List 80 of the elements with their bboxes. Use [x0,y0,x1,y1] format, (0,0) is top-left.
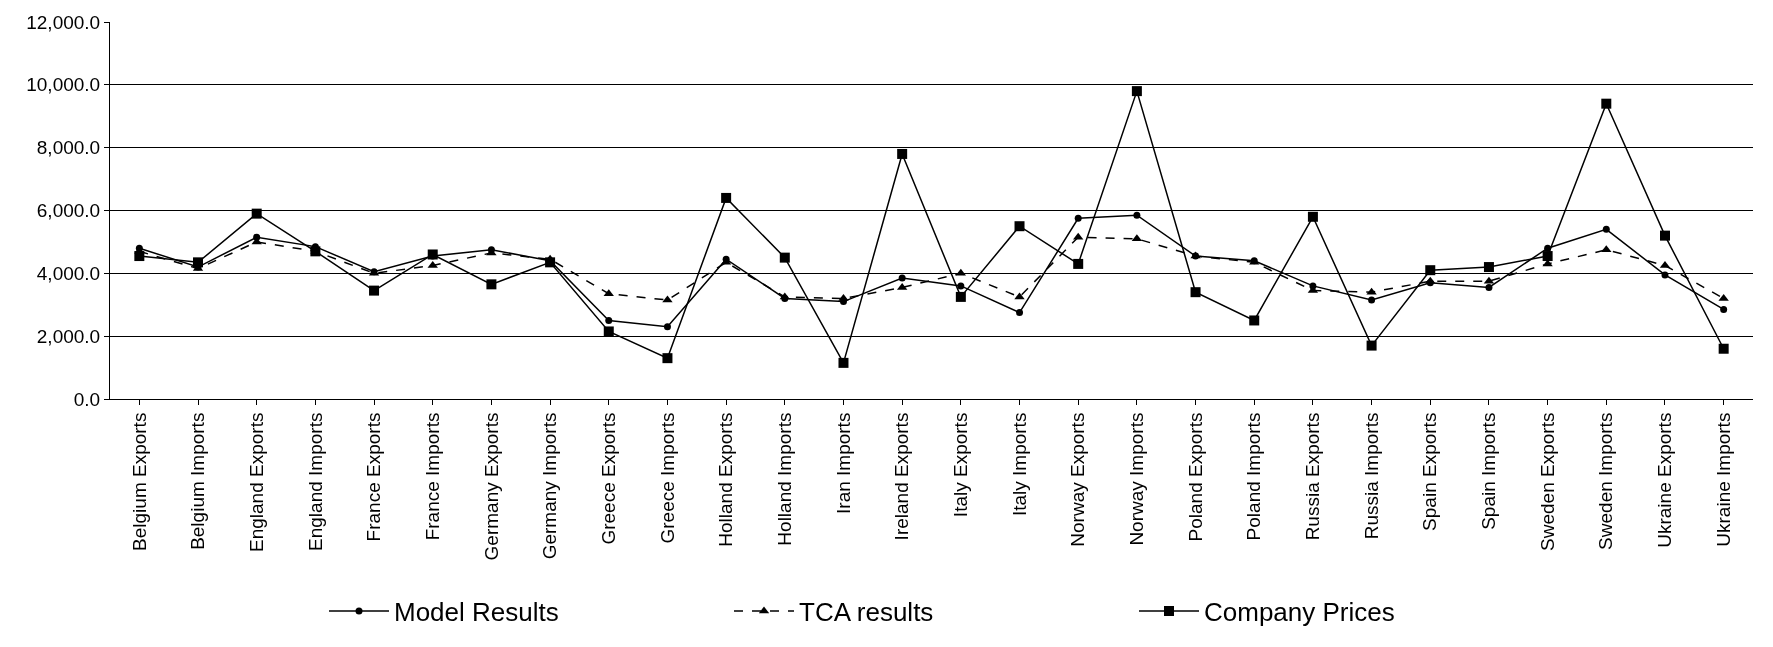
point [1016,309,1024,317]
x-tick-label: England Exports [245,412,267,553]
point [838,357,849,368]
y-tick-label: 6,000.0 [36,200,101,222]
x-tick-label: Spain Imports [1478,412,1500,530]
point [898,274,906,282]
x-tick-label: Ukraine Exports [1654,412,1676,548]
y-tick-label: 2,000.0 [36,325,101,347]
x-tick-label: Greece Exports [597,412,619,545]
x-tick-label: Germany Imports [539,412,561,560]
x-tick-label: Norway Imports [1126,412,1148,546]
point [1249,315,1260,326]
x-tick-label: Iran Imports [832,412,854,514]
point [1131,86,1142,97]
x-tick-label: Ireland Exports [891,412,913,541]
y-tick-label: 4,000.0 [36,262,101,284]
x-tick-label: Poland Imports [1243,412,1265,541]
point [721,192,732,203]
point [957,282,965,290]
point [1485,283,1493,291]
legend-label: Company Prices [1204,597,1395,628]
point [369,285,380,296]
point [1661,271,1669,279]
point [662,353,673,364]
point [1602,225,1610,233]
point [486,279,497,290]
legend-label: Model Results [394,597,559,628]
x-tick-label: Holland Imports [773,412,795,546]
point [134,251,145,262]
x-tick-label: Russia Exports [1302,412,1324,541]
point [1190,287,1201,298]
point [251,208,262,219]
x-tick-label: Sweden Exports [1536,412,1558,551]
point [1601,98,1612,109]
point [1074,214,1082,222]
x-tick-label: Germany Exports [480,412,502,561]
y-tick-label: 12,000.0 [26,11,101,33]
x-tick-label: Belgium Imports [187,412,209,550]
point [427,260,438,268]
point [1307,211,1318,222]
point [1718,343,1729,354]
point [1368,296,1376,304]
point [1720,305,1728,313]
point [1073,258,1084,269]
point [603,326,614,337]
point [193,257,204,268]
x-tick-label: Norway Exports [1067,412,1089,547]
x-tick-label: Ukraine Imports [1712,412,1734,547]
y-tick-label: 8,000.0 [36,137,101,159]
point [1014,221,1025,232]
x-tick-label: Spain Exports [1419,412,1441,531]
point [1659,230,1670,241]
x-tick-label: Greece Imports [656,412,678,544]
y-tick-label: 0.0 [73,388,101,410]
x-tick-label: Italy Exports [950,412,972,518]
x-tick-label: Italy Imports [1008,412,1030,517]
point [838,293,849,301]
legend-label: TCA results [799,597,934,628]
point [1483,262,1494,273]
point [1133,211,1141,219]
point [1601,245,1612,253]
point [1425,265,1436,276]
point [1542,251,1553,262]
x-tick-label: Russia Imports [1360,412,1382,540]
x-tick-label: France Exports [363,412,385,542]
x-tick-label: Belgium Exports [128,412,150,551]
y-tick-label: 10,000.0 [26,74,101,96]
point [663,323,671,331]
x-tick-label: France Imports [421,412,443,541]
point [897,148,908,159]
x-tick-label: Sweden Imports [1595,412,1617,550]
point [779,252,790,263]
point [1718,293,1729,301]
x-tick-label: England Imports [304,412,326,551]
point [605,316,613,324]
point [1014,292,1025,300]
point [1366,340,1377,351]
point [955,291,966,302]
x-tick-label: Poland Exports [1184,412,1206,542]
x-tick-label: Holland Exports [715,412,737,547]
